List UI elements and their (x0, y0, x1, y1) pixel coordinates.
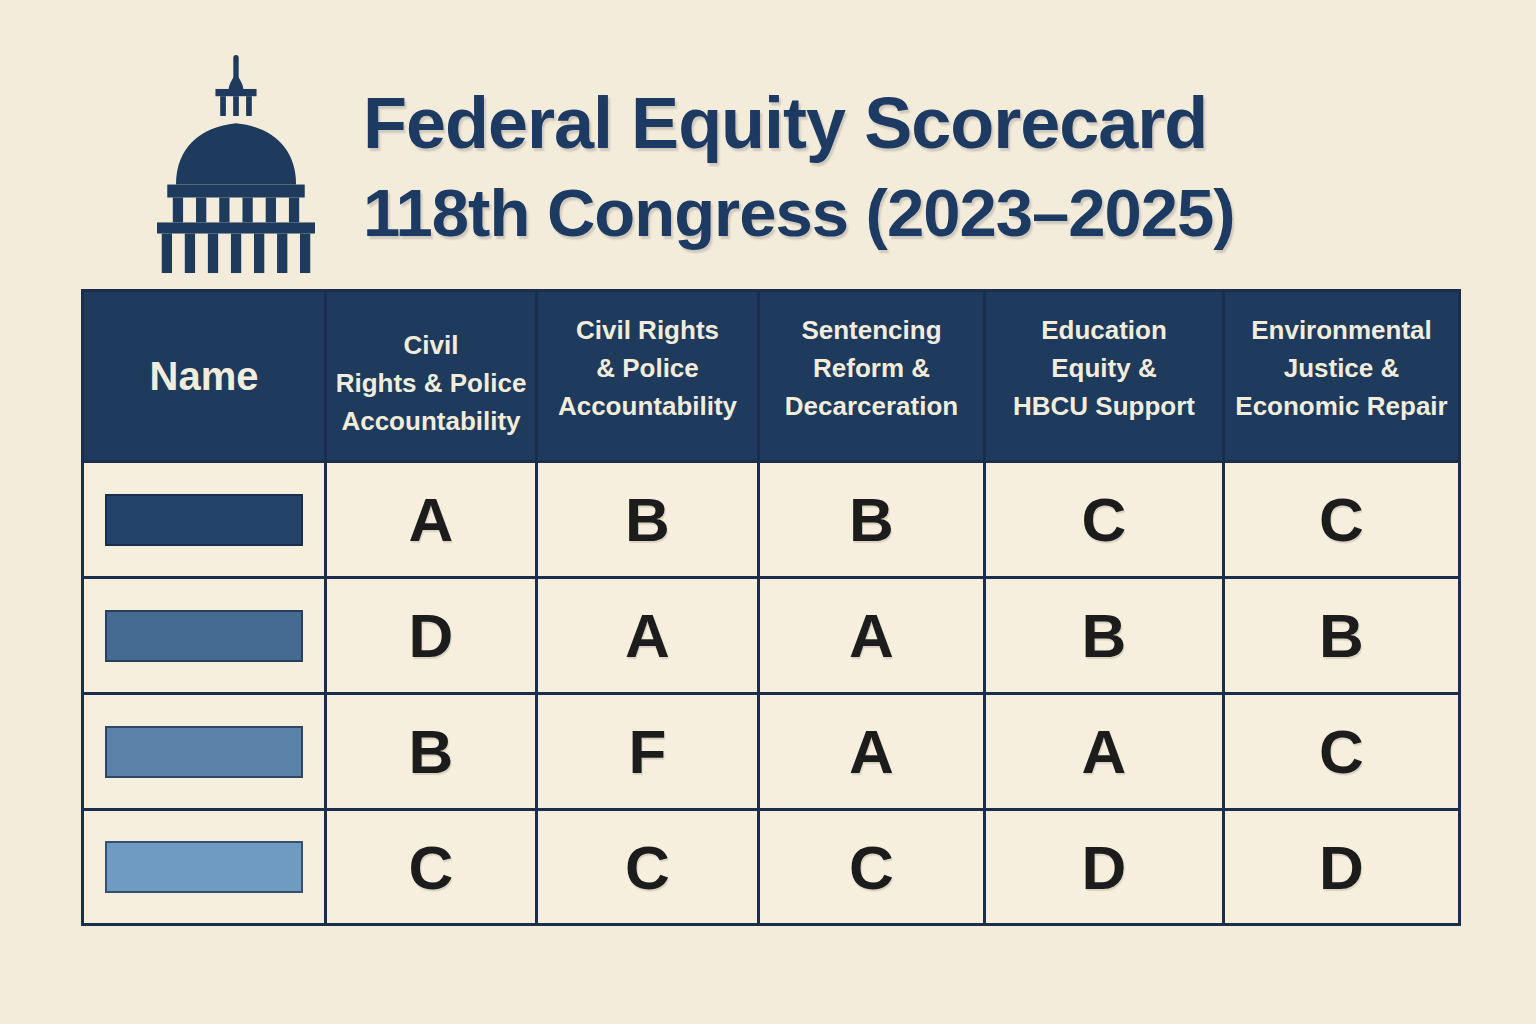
name-cell (84, 579, 324, 692)
column-header-line: Civil (404, 327, 459, 365)
grade-cell: B (1225, 579, 1458, 692)
grade-cell: A (760, 579, 983, 692)
page-subtitle: 118th Congress (2023–2025) (363, 174, 1235, 251)
column-header-line: Rights & Police (336, 365, 527, 403)
grade-cell: B (760, 463, 983, 576)
scorecard-table: Name Civil Rights & Police Accountabilit… (81, 289, 1461, 926)
grade-cell: C (538, 811, 757, 923)
column-header-line: & Police (596, 350, 699, 388)
grade-cell: A (538, 579, 757, 692)
column-header-line: Reform & (813, 350, 930, 388)
redacted-name-bar (105, 841, 303, 893)
column-header-sentencing-reform: Sentencing Reform & Decarceration (760, 292, 983, 460)
grade-cell: B (327, 695, 535, 808)
column-header-line: Accountability (558, 388, 737, 426)
column-header-line: Economic Repair (1235, 388, 1447, 426)
redacted-name-bar (105, 726, 303, 778)
column-header-line: Equity & (1051, 350, 1156, 388)
name-cell (84, 695, 324, 808)
column-header-line: Accountability (341, 403, 520, 441)
grade-cell: C (1225, 463, 1458, 576)
grade-cell: B (538, 463, 757, 576)
column-header-line: Decarceration (785, 388, 958, 426)
page-title: Federal Equity Scorecard (363, 82, 1207, 164)
column-header-environmental-justice: Environmental Justice & Economic Repair (1225, 292, 1458, 460)
grade-cell: C (760, 811, 983, 923)
grade-cell: D (1225, 811, 1458, 923)
grade-cell: D (327, 579, 535, 692)
grade-cell: C (986, 463, 1222, 576)
column-header-name: Name (84, 292, 324, 460)
grade-cell: C (1225, 695, 1458, 808)
column-header-line: HBCU Support (1013, 388, 1195, 426)
grade-cell: A (327, 463, 535, 576)
grade-cell: B (986, 579, 1222, 692)
redacted-name-bar (105, 494, 303, 546)
column-header-line: Justice & (1284, 350, 1400, 388)
grade-cell: D (986, 811, 1222, 923)
grade-cell: A (986, 695, 1222, 808)
column-header-civil-rights-police-2: Civil Rights & Police Accountability (538, 292, 757, 460)
redacted-name-bar (105, 610, 303, 662)
column-header-line: Education (1041, 312, 1167, 350)
grade-cell: F (538, 695, 757, 808)
column-header-line: Environmental (1251, 312, 1432, 350)
capitol-icon (157, 54, 315, 274)
name-cell (84, 463, 324, 576)
column-header-education-equity: Education Equity & HBCU Support (986, 292, 1222, 460)
grade-cell: C (327, 811, 535, 923)
name-cell (84, 811, 324, 923)
column-header-label: Name (150, 356, 259, 396)
grade-cell: A (760, 695, 983, 808)
column-header-line: Civil Rights (576, 312, 719, 350)
column-header-line: Sentencing (801, 312, 941, 350)
column-header-civil-rights-police-1: Civil Rights & Police Accountability (327, 292, 535, 460)
scorecard-page: Federal Equity Scorecard 118th Congress … (0, 0, 1536, 1024)
